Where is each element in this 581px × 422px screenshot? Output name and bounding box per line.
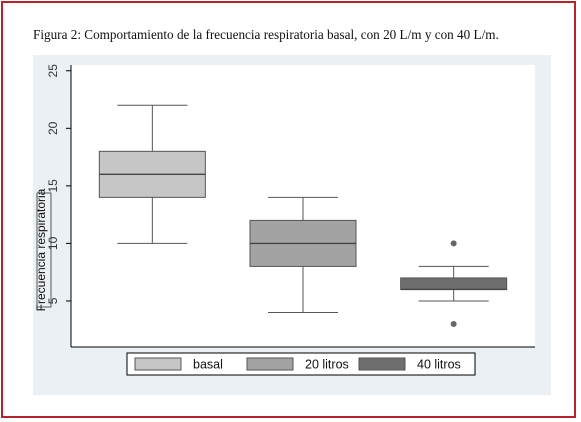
legend-label-40_litros: 40 litros (417, 358, 461, 372)
legend-swatch-40_litros (358, 357, 406, 371)
figure-caption: Figura 2: Comportamiento de la frecuenci… (33, 27, 499, 42)
axes: 5 10 15 20 25 Frecuencia respiratoria (34, 64, 535, 348)
legend-label-20_litros: 20 litros (305, 358, 349, 372)
y-tick-label: 15 (46, 179, 60, 193)
box-40_litros (400, 240, 508, 327)
legend: basal 20 litros 40 litros (126, 352, 476, 376)
legend-swatch-20_litros (246, 357, 294, 371)
y-tick-label: 10 (46, 236, 60, 250)
box-basal (98, 104, 206, 244)
iqr-box (400, 277, 508, 290)
y-tick-label: 5 (46, 297, 60, 304)
legend-swatch-basal (134, 357, 182, 371)
y-tick-label: 20 (46, 121, 60, 135)
box-plot-chart: 5 10 15 20 25 Frecuencia respiratoria basal 20… (34, 64, 535, 376)
legend-label-basal: basal (193, 358, 223, 372)
figure-frame (1, 1, 576, 418)
boxes (98, 104, 508, 327)
outlier-point (450, 320, 457, 327)
outlier-point (450, 240, 457, 247)
y-tick-label: 25 (46, 64, 60, 78)
box-20_litros (249, 196, 357, 313)
y-axis-label: Frecuencia respiratoria (34, 188, 48, 311)
y-axis-label-border (36, 192, 52, 308)
